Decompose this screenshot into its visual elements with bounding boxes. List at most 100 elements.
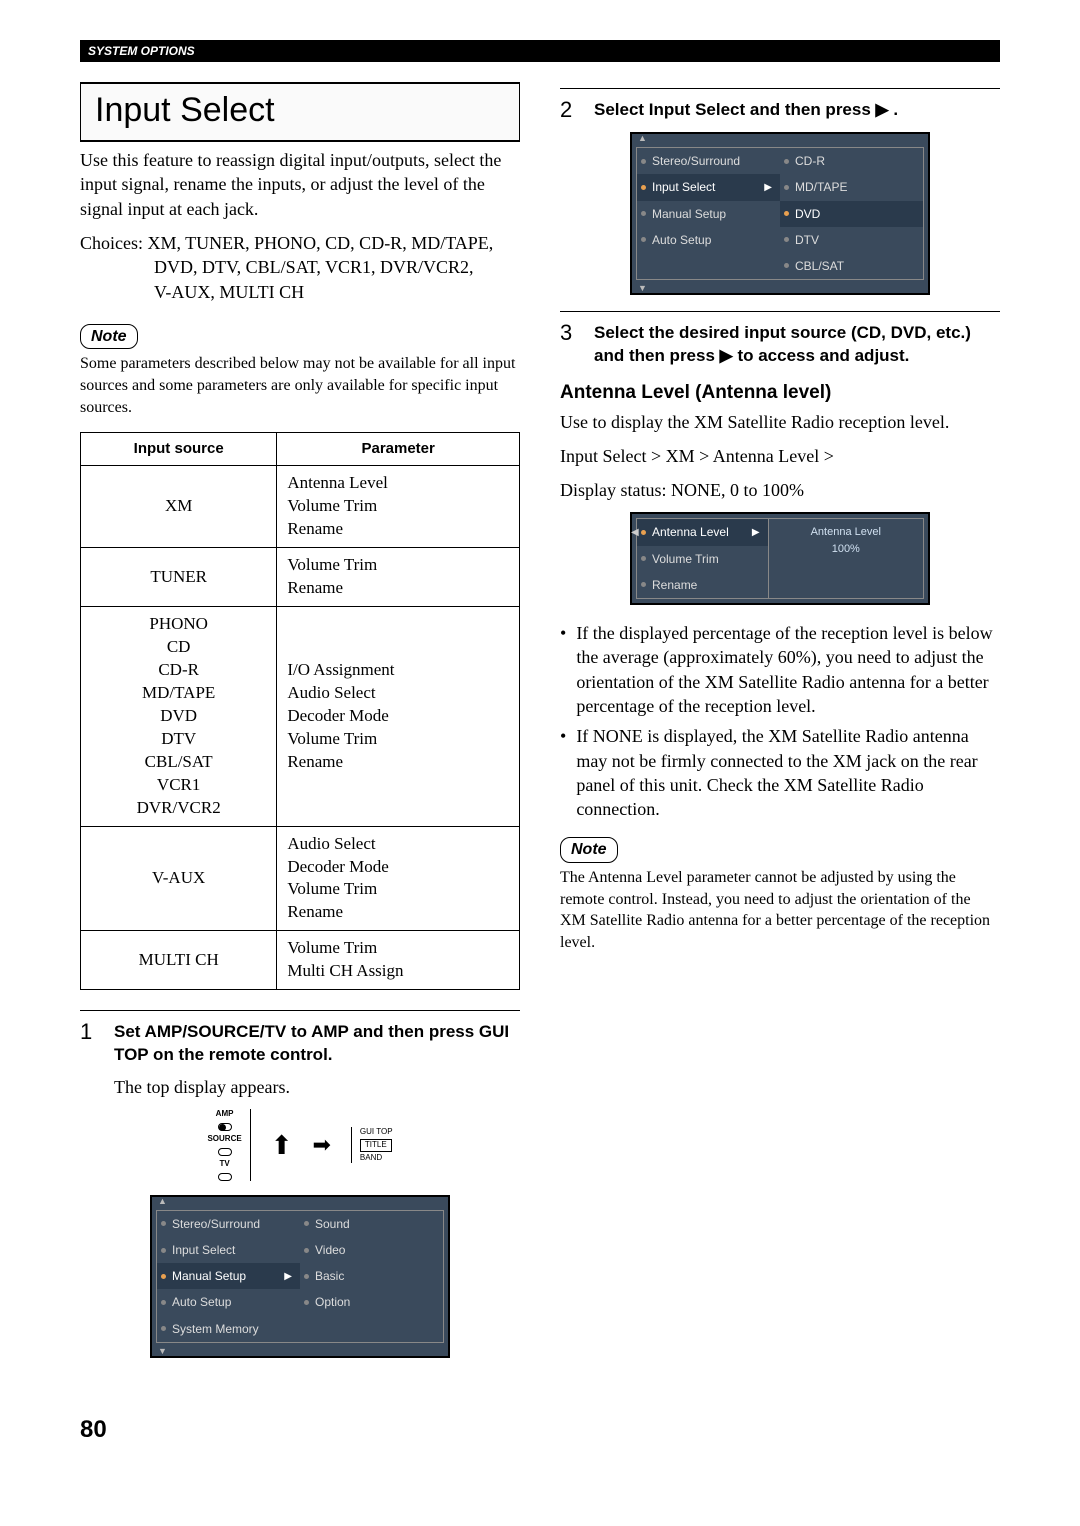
osd2-down-icon: ▼ (632, 284, 928, 293)
bullet-icon (161, 1221, 166, 1226)
chevron-right-icon: ▶ (764, 181, 772, 195)
bullet-icon (161, 1326, 166, 1331)
step-2-text-b: . (889, 100, 898, 119)
osd-item-label: Video (315, 1242, 345, 1258)
osd-item: System Memory (157, 1316, 300, 1342)
table-row: PHONOCDCD-RMD/TAPEDVDDTVCBL/SATVCR1DVR/V… (81, 607, 520, 826)
osd-item: Manual Setup (637, 201, 780, 227)
antenna-status: Display status: NONE, 0 to 100% (560, 478, 1000, 502)
left-column: Input Select Use this feature to reassig… (80, 82, 520, 1374)
bullet-icon (304, 1300, 309, 1305)
osd-item-label: Sound (315, 1216, 350, 1232)
antenna-desc: Use to display the XM Satellite Radio re… (560, 410, 1000, 434)
table-row: V-AUXAudio SelectDecoder ModeVolume Trim… (81, 826, 520, 931)
bullet-icon (304, 1248, 309, 1253)
remote-label-source: SOURCE (207, 1134, 241, 1145)
right-column: 2 Select Input Select and then press ▶ .… (560, 82, 1000, 1374)
section-title-box: Input Select (80, 82, 520, 142)
osd-item-label: Basic (315, 1268, 344, 1284)
choices-line-2: DVD, DTV, CBL/SAT, VCR1, DVR/VCR2, (80, 255, 520, 279)
slider-tv-icon (218, 1173, 232, 1181)
osd-item: ◀Antenna Level▶ (637, 519, 768, 545)
osd-item: DVD (780, 201, 923, 227)
section-title: Input Select (95, 88, 505, 134)
osd-item-label: DTV (795, 232, 819, 248)
remote-btn-title: TITLE (360, 1139, 392, 1152)
osd-item: Sound (300, 1211, 443, 1237)
table-header-1: Input source (81, 433, 277, 466)
osd-item-label: Volume Trim (652, 551, 719, 567)
bullet-item: •If the displayed percentage of the rece… (560, 621, 1000, 718)
osd-item-label: CD-R (795, 153, 825, 169)
table-cell-source: XM (81, 466, 277, 548)
table-row: XMAntenna LevelVolume TrimRename (81, 466, 520, 548)
bullet-dot-icon: • (560, 724, 566, 821)
osd2-up-icon: ▲ (632, 134, 928, 143)
step-1: 1 Set AMP/SOURCE/TV to AMP and then pres… (80, 1021, 520, 1067)
remote-slider: AMP SOURCE TV (207, 1109, 250, 1180)
antenna-heading: Antenna Level (Antenna level) (560, 380, 1000, 406)
table-row: TUNERVolume TrimRename (81, 548, 520, 607)
input-source-table: Input source Parameter XMAntenna LevelVo… (80, 432, 520, 990)
osd-item-label: Stereo/Surround (172, 1216, 260, 1232)
remote-label-amp: AMP (216, 1109, 234, 1120)
bullet-icon (784, 159, 789, 164)
osd-item-label: Input Select (652, 179, 715, 195)
bullet-icon (784, 185, 789, 190)
table-cell-source: MULTI CH (81, 931, 277, 990)
bullet-icon (641, 159, 646, 164)
table-cell-source: PHONOCDCD-RMD/TAPEDVDDTVCBL/SATVCR1DVR/V… (81, 607, 277, 826)
osd3-right-value: 100% (777, 542, 915, 557)
bullet-icon (784, 237, 789, 242)
osd3-right-pane: Antenna Level 100% (769, 519, 923, 598)
bullet-dot-icon: • (560, 621, 566, 718)
note-1-text: Some parameters described below may not … (80, 353, 520, 418)
osd-item-label: MD/TAPE (795, 179, 847, 195)
remote-btn-label-3: BAND (360, 1153, 382, 1164)
osd1-up-icon: ▲ (152, 1197, 448, 1206)
osd-item-label: Antenna Level (652, 524, 729, 540)
up-arrow-icon: ⬆ (271, 1128, 293, 1163)
osd-item: Rename (637, 572, 768, 598)
bullet-icon (304, 1221, 309, 1226)
antenna-path: Input Select > XM > Antenna Level > (560, 444, 1000, 468)
osd-item-label: System Memory (172, 1321, 259, 1337)
table-cell-source: V-AUX (81, 826, 277, 931)
table-header-2: Parameter (277, 433, 520, 466)
remote-label-tv: TV (219, 1159, 229, 1170)
slider-source-icon (218, 1148, 232, 1156)
osd-item: Option (300, 1289, 443, 1315)
remote-buttons: GUI TOP TITLE BAND (351, 1127, 393, 1163)
osd1-down-icon: ▼ (152, 1347, 448, 1356)
step-2: 2 Select Input Select and then press ▶ . (560, 99, 1000, 122)
osd-item-label: Stereo/Surround (652, 153, 740, 169)
step-2-arrow-icon: ▶ (876, 100, 889, 119)
intro-text: Use this feature to reassign digital inp… (80, 148, 520, 221)
step-3-arrow-icon: ▶ (720, 346, 733, 365)
osd-item-label: Option (315, 1294, 350, 1310)
bullet-icon (641, 582, 646, 587)
osd-item-label: DVD (795, 206, 820, 222)
osd-item: Basic (300, 1263, 443, 1289)
bullet-icon (641, 211, 646, 216)
divider-3 (560, 311, 1000, 312)
osd-item: Manual Setup▶ (157, 1263, 300, 1289)
table-cell-param: I/O AssignmentAudio SelectDecoder ModeVo… (277, 607, 520, 826)
table-cell-param: Volume TrimMulti CH Assign (277, 931, 520, 990)
osd-item: DTV (780, 227, 923, 253)
note-label-2: Note (560, 837, 618, 863)
bullet-icon (784, 211, 789, 216)
osd-item-label: Manual Setup (652, 206, 726, 222)
chevron-right-icon: ▶ (752, 526, 760, 540)
step-3-text-b: to access and adjust. (733, 346, 910, 365)
step-3-text: Select the desired input source (CD, DVD… (594, 322, 1000, 368)
step-2-num: 2 (560, 99, 580, 122)
slider-amp-icon (218, 1123, 232, 1131)
step-3-num: 3 (560, 322, 580, 368)
choices-label: Choices: (80, 233, 143, 253)
table-cell-source: TUNER (81, 548, 277, 607)
osd-item: Stereo/Surround (157, 1211, 300, 1237)
note-2-text: The Antenna Level parameter cannot be ad… (560, 867, 1000, 953)
osd-item: Stereo/Surround (637, 148, 780, 174)
step-1-num: 1 (80, 1021, 100, 1067)
